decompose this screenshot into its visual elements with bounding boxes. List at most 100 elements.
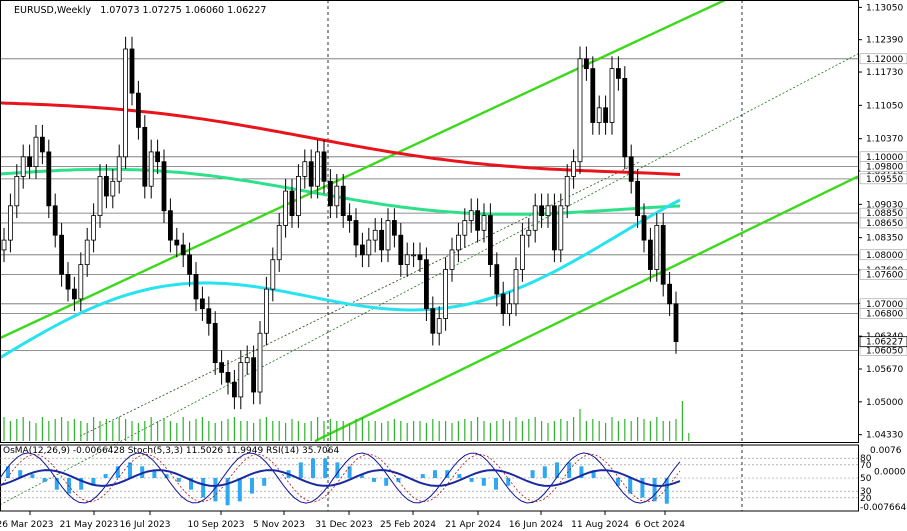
candle-body [251, 357, 257, 393]
candle-body [206, 308, 212, 324]
date-axis: 26 Mar 2023 21 May 2023 16 Jul 2023 10 Sep … [0, 511, 685, 530]
candle-body [231, 381, 237, 398]
candle-body [654, 225, 660, 270]
candle-body [353, 220, 359, 246]
level-label-box [859, 308, 907, 319]
osma-bar [433, 470, 437, 478]
candle-body [520, 234, 525, 270]
candle-body [1, 239, 7, 251]
level-label: 1.09550 [866, 175, 903, 185]
price-axis: 1.13050 1.12390 1.11730 1.11050 1.10370 1.097… [858, 3, 907, 513]
candle-body [532, 205, 538, 231]
level-label-box [859, 249, 907, 261]
price-tick-label: 1.05000 [866, 398, 903, 408]
osma-bar [506, 478, 511, 486]
level-label-box [859, 217, 907, 229]
level-label: 1.08850 [866, 209, 903, 219]
candle-body [648, 239, 653, 270]
candle-body [155, 151, 161, 163]
osma-bar [664, 478, 669, 504]
osma-bar [103, 474, 108, 478]
trendlines [0, 0, 859, 506]
candle-body [263, 288, 269, 334]
candle-body [577, 58, 583, 163]
candles [1, 36, 679, 410]
stoch-level-label: 30 [860, 487, 872, 497]
osma-bar [140, 466, 145, 478]
ma-red-line [0, 101, 681, 176]
candle-body [148, 151, 154, 187]
candle-body [180, 244, 186, 256]
candle-body [616, 68, 621, 79]
moving-averages [0, 101, 681, 359]
osma-bar [262, 478, 267, 486]
candle-body [129, 48, 135, 94]
candle-body [564, 176, 570, 207]
date-tick-label: 10 Sep 2023 [187, 520, 244, 530]
candle-body [199, 298, 205, 310]
candle-body [385, 220, 391, 251]
candle-body [558, 205, 564, 251]
candle-body [289, 190, 295, 217]
candle-body [161, 161, 167, 212]
candle-body [321, 151, 327, 182]
candle-body [513, 269, 519, 305]
ma-green-line [0, 167, 681, 216]
level-label-box [859, 173, 907, 185]
date-tick-label: 26 Mar 2023 [0, 520, 54, 530]
osma-bar [189, 478, 193, 490]
candle-body [334, 185, 340, 207]
osma-bar [176, 478, 181, 482]
date-tick-label: 6 Oct 2024 [635, 520, 685, 530]
osma-bar [481, 478, 486, 486]
osma-bar [311, 458, 315, 478]
osma-bar [652, 478, 657, 502]
osma-bar [347, 466, 352, 478]
level-label: 1.08650 [866, 219, 903, 229]
candle-body [398, 234, 404, 266]
candle-body [302, 161, 308, 177]
candle-body [225, 372, 231, 383]
candle-body [667, 283, 672, 305]
candle-body [545, 205, 551, 217]
level-label: 1.06050 [866, 346, 903, 356]
level-label: 1.12000 [866, 55, 903, 65]
candle-body [123, 48, 128, 158]
candle-body [423, 259, 429, 310]
candle-body [276, 225, 282, 261]
chart-frame [0, 0, 859, 512]
candle-body [167, 210, 173, 241]
candle-body [359, 244, 365, 256]
candle-body [372, 229, 378, 241]
osma-bar [542, 466, 547, 478]
candle-body [327, 180, 333, 207]
osma-bar [91, 478, 96, 486]
level-label: 1.09800 [866, 163, 903, 173]
osma-bar [164, 474, 169, 478]
candle-body [673, 303, 679, 342]
chart-header: EURUSD,Weekly 1.07073 1.07275 1.06060 1.… [14, 5, 266, 16]
candle-body [436, 318, 442, 334]
osma-bar [396, 478, 401, 482]
candle-body [78, 264, 84, 300]
osma-bar [213, 478, 218, 502]
candle-body [142, 127, 148, 187]
price-tick-label: 1.09030 [866, 200, 903, 210]
candle-body [52, 205, 58, 236]
osma-bar [152, 470, 157, 478]
osma-bar [445, 470, 450, 478]
price-tick-label: 1.11730 [866, 68, 903, 78]
osma-bar [250, 478, 254, 494]
candle-body [27, 156, 33, 168]
indicator-header: OsMA(12,26,9) -0.0066428 Stoch(5,3,3) 11… [3, 446, 340, 456]
stoch-level-label: 20 [860, 494, 872, 504]
indicator-tick-label: 0.0000 [874, 467, 906, 477]
candle-body [584, 58, 589, 70]
osma-bar [6, 466, 10, 478]
osma-bar [457, 474, 462, 478]
candle-body [603, 107, 608, 123]
candle-body [7, 205, 13, 241]
candle-body [295, 176, 301, 217]
osma-bar [128, 462, 132, 478]
